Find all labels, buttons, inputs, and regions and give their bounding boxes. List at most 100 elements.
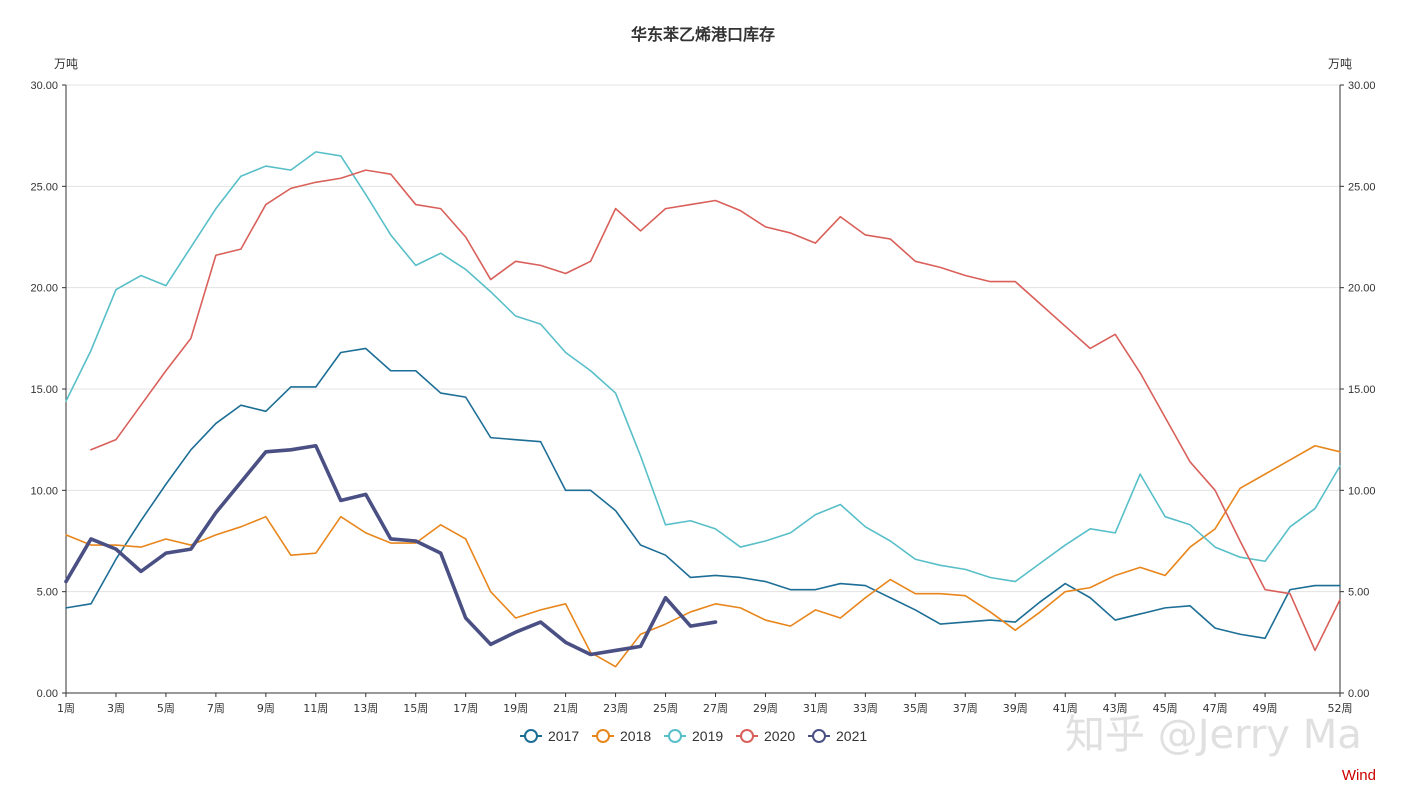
- data-point-2021: [65, 581, 67, 583]
- data-point-2021: [165, 552, 167, 554]
- legend-item-2020[interactable]: 2020: [736, 728, 795, 744]
- data-point-2019: [265, 165, 267, 167]
- data-point-2018: [290, 554, 292, 556]
- data-point-2021: [265, 451, 267, 453]
- data-point-2018: [1139, 567, 1141, 569]
- data-point-2020: [540, 265, 542, 267]
- legend-item-2021[interactable]: 2021: [808, 728, 867, 744]
- data-point-2019: [815, 514, 817, 516]
- data-point-2020: [315, 181, 317, 183]
- data-point-2019: [1189, 524, 1191, 526]
- data-point-2019: [140, 275, 142, 277]
- data-point-2018: [1064, 591, 1066, 593]
- data-point-2020: [665, 208, 667, 210]
- data-point-2018: [1214, 528, 1216, 530]
- x-tick-label: 43周: [1103, 702, 1128, 715]
- data-point-2020: [515, 261, 517, 263]
- data-point-2018: [1339, 451, 1341, 453]
- data-point-2021: [715, 621, 717, 623]
- y-tick-label-left: 25.00: [30, 181, 58, 193]
- legend-item-2019[interactable]: 2019: [664, 728, 723, 744]
- data-point-2017: [1339, 585, 1341, 587]
- y-tick-label-right: 15.00: [1348, 384, 1376, 396]
- data-point-2018: [1114, 575, 1116, 577]
- data-point-2020: [440, 208, 442, 210]
- data-point-2019: [1264, 560, 1266, 562]
- data-point-2017: [940, 623, 942, 625]
- data-point-2021: [340, 500, 342, 502]
- data-point-2018: [740, 607, 742, 609]
- data-point-2018: [1039, 611, 1041, 613]
- x-tick-label: 11周: [303, 702, 328, 715]
- data-point-2017: [1239, 633, 1241, 635]
- data-point-2021: [440, 552, 442, 554]
- data-point-2020: [989, 281, 991, 283]
- data-point-2020: [1264, 589, 1266, 591]
- x-tick-label: 47周: [1203, 702, 1228, 715]
- data-point-2019: [440, 252, 442, 254]
- data-point-2018: [540, 609, 542, 611]
- data-point-2020: [865, 234, 867, 236]
- data-point-2021: [515, 631, 517, 633]
- x-tick-label: 33周: [853, 702, 878, 715]
- data-point-2020: [1139, 372, 1141, 374]
- x-tick-label: 41周: [1053, 702, 1078, 715]
- data-point-2018: [615, 666, 617, 668]
- data-point-2020: [640, 230, 642, 232]
- data-point-2018: [815, 609, 817, 611]
- data-point-2020: [915, 261, 917, 263]
- data-point-2017: [1214, 627, 1216, 629]
- watermark: 知乎 @Jerry Ma: [1065, 712, 1362, 758]
- x-tick-label: 27周: [703, 702, 728, 715]
- data-point-2019: [989, 577, 991, 579]
- data-point-2018: [340, 516, 342, 518]
- series-line-2019: [65, 151, 1341, 583]
- data-point-2020: [1289, 593, 1291, 595]
- data-point-2017: [1039, 601, 1041, 603]
- data-point-2021: [565, 642, 567, 644]
- data-point-2019: [640, 455, 642, 457]
- x-tick-label: 21周: [553, 702, 578, 715]
- legend-marker: [668, 729, 682, 743]
- data-point-2018: [140, 546, 142, 548]
- data-point-2018: [315, 552, 317, 554]
- data-point-2017: [515, 439, 517, 441]
- data-point-2019: [390, 234, 392, 236]
- legend-item-2018[interactable]: 2018: [592, 728, 651, 744]
- data-point-2017: [265, 410, 267, 412]
- legend-marker: [812, 729, 826, 743]
- x-tick-label: 17周: [453, 702, 478, 715]
- legend-marker: [740, 729, 754, 743]
- data-point-2019: [1314, 508, 1316, 510]
- x-tick-label: 15周: [403, 702, 428, 715]
- data-point-2018: [365, 532, 367, 534]
- data-point-2018: [490, 591, 492, 593]
- legend-label: 2017: [548, 728, 579, 744]
- chart-title: 华东苯乙烯港口库存: [631, 25, 775, 44]
- data-point-2017: [390, 370, 392, 372]
- data-point-2020: [765, 226, 767, 228]
- x-tick-label: 39周: [1003, 702, 1028, 715]
- data-point-2018: [1189, 546, 1191, 548]
- data-point-2020: [115, 439, 117, 441]
- data-point-2018: [890, 579, 892, 581]
- data-point-2021: [665, 597, 667, 599]
- legend-item-2017[interactable]: 2017: [520, 728, 579, 744]
- data-point-2018: [765, 619, 767, 621]
- data-point-2019: [490, 291, 492, 293]
- data-point-2020: [1014, 281, 1016, 283]
- legend[interactable]: 2017 2018 2019 2020 2021: [520, 728, 867, 744]
- data-point-2019: [1139, 473, 1141, 475]
- data-point-2017: [90, 603, 92, 605]
- data-point-2017: [865, 585, 867, 587]
- data-point-2017: [840, 583, 842, 585]
- data-point-2020: [565, 273, 567, 275]
- series-line-2017: [65, 347, 1341, 640]
- data-point-2017: [565, 490, 567, 492]
- data-point-2018: [90, 544, 92, 546]
- x-tick-label: 49周: [1253, 702, 1278, 715]
- data-point-2017: [615, 510, 617, 512]
- data-point-2019: [565, 352, 567, 354]
- data-point-2017: [989, 619, 991, 621]
- data-point-2020: [490, 279, 492, 281]
